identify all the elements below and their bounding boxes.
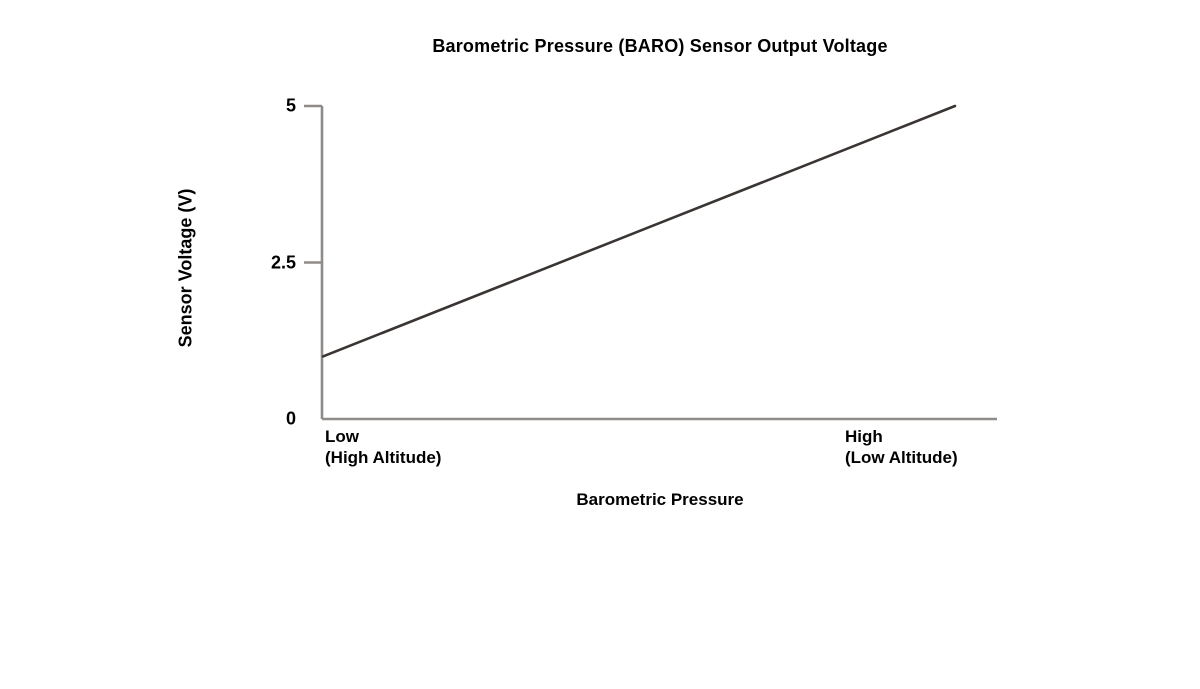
x-tick-high-line1: High [845,427,883,446]
x-tick-low-line1: Low [325,427,359,446]
x-tick-low-line2: (High Altitude) [325,448,442,467]
x-tick-low-pressure: Low (High Altitude) [325,426,441,468]
y-tick-label-2.5: 2.5 [270,252,296,272]
y-tick-label-0: 0 [285,408,296,429]
x-axis-title: Barometric Pressure [576,490,744,509]
sensor-output-line [321,104,957,358]
x-tick-high-pressure: High (Low Altitude) [845,426,958,468]
chart-title: Barometric Pressure (BARO) Sensor Output… [432,36,888,56]
y-tick-label-5: 5 [285,95,296,116]
x-tick-high-line2: (Low Altitude) [845,448,958,467]
axes [304,104,997,421]
